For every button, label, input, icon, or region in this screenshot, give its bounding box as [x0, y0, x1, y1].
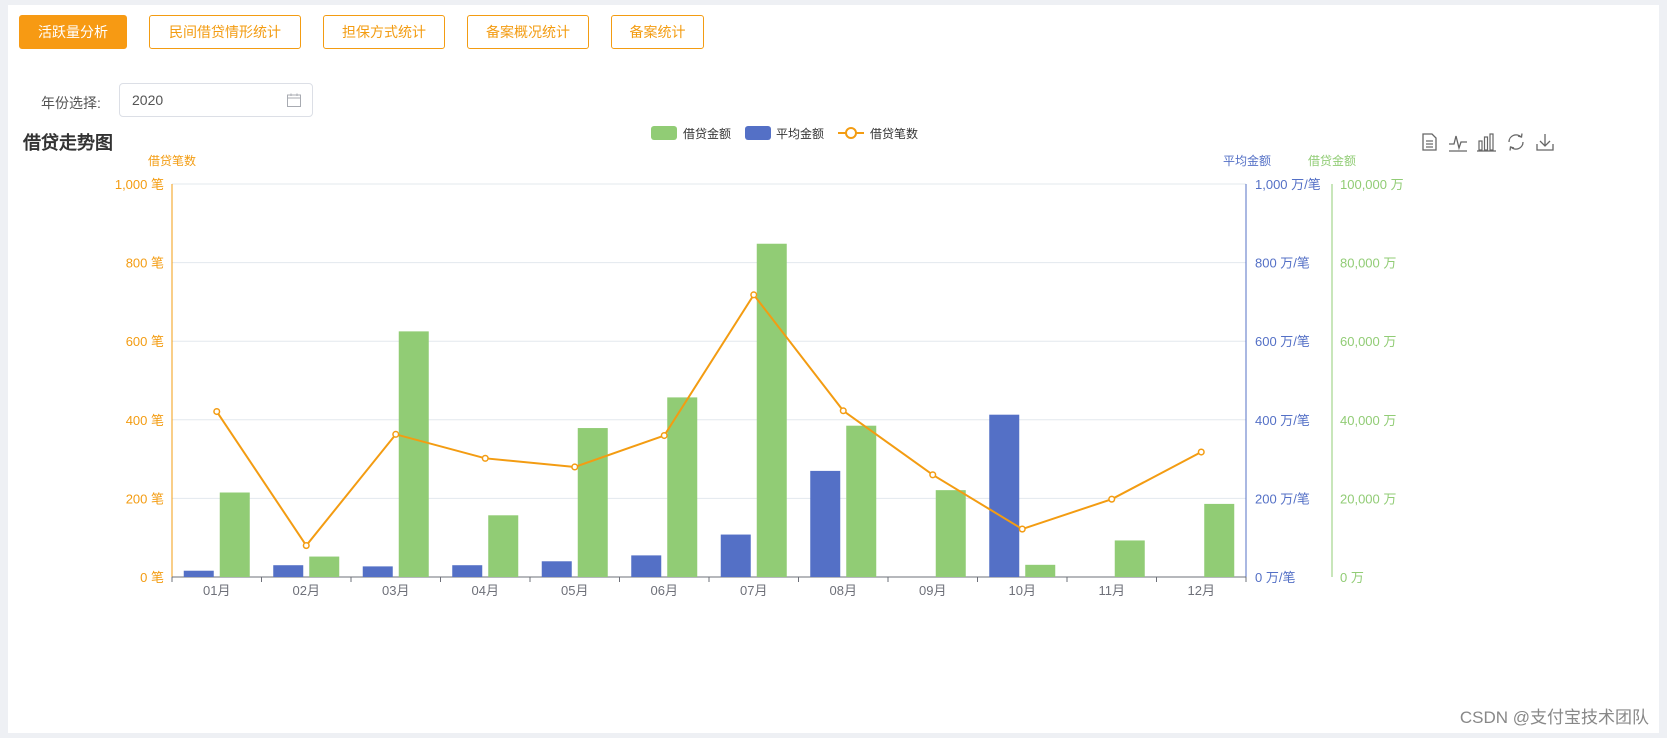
year-value: 2020 — [132, 92, 164, 108]
loan-amount-bar — [756, 243, 787, 577]
legend-avg-label: 平均金额 — [776, 126, 824, 141]
tab-filing-overview[interactable]: 备案概况统计 — [467, 15, 589, 49]
data-view-icon[interactable] — [1418, 131, 1440, 153]
loan-count-point — [660, 431, 668, 440]
amount-tick-label: 100,000 万 — [1340, 177, 1404, 192]
x-tick-label: 10月 — [1009, 583, 1036, 598]
loan-count-point — [1018, 525, 1026, 533]
legend-amount-swatch — [651, 126, 677, 140]
loan-count-line — [215, 293, 1202, 548]
x-tick-label: 08月 — [830, 583, 857, 598]
loan-amount-bar — [309, 556, 340, 577]
x-tick-label: 02月 — [293, 583, 320, 598]
download-icon[interactable] — [1534, 131, 1556, 153]
amount-axis-name: 借贷金额 — [1308, 153, 1356, 168]
loan-count-point — [571, 463, 579, 471]
content-panel: 活跃量分析 民间借贷情形统计 担保方式统计 备案概况统计 备案统计 年份选择: … — [8, 5, 1659, 733]
year-filter-label: 年份选择: — [41, 95, 101, 111]
legend-count-marker — [845, 127, 857, 139]
loan-amount-bar — [219, 492, 250, 577]
avg-tick-label: 1,000 万/笔 — [1255, 177, 1321, 192]
avg-amount-bar — [183, 570, 214, 577]
x-tick-label: 04月 — [472, 583, 499, 598]
avg-amount-bar — [541, 561, 572, 577]
avg-axis-name: 平均金额 — [1223, 153, 1271, 168]
restore-icon[interactable] — [1505, 131, 1527, 153]
amount-tick-label: 60,000 万 — [1340, 334, 1396, 349]
count-axis-name: 借贷笔数 — [148, 153, 196, 168]
count-tick-label: 1,000 笔 — [115, 177, 164, 192]
loan-amount-bar — [1025, 564, 1056, 577]
avg-amount-bar — [810, 470, 841, 577]
loan-amount-bar — [667, 397, 698, 577]
tab-private-lending[interactable]: 民间借贷情形统计 — [149, 15, 301, 49]
avg-amount-bar — [273, 565, 304, 577]
loan-amount-bar — [488, 515, 519, 577]
chart-title: 借贷走势图 — [23, 133, 113, 153]
count-tick-label: 600 笔 — [126, 334, 164, 349]
loan-amount-bar — [577, 428, 608, 577]
amount-tick-label: 0 万 — [1340, 570, 1364, 585]
legend-count-label: 借贷笔数 — [870, 126, 918, 141]
loan-count-point — [750, 291, 758, 299]
avg-tick-label: 0 万/笔 — [1255, 570, 1295, 585]
loan-amount-bar — [846, 425, 877, 577]
amount-tick-label: 40,000 万 — [1340, 413, 1396, 428]
loan-count-point — [1108, 495, 1116, 503]
loan-amount-bar — [1204, 503, 1235, 577]
count-tick-label: 200 笔 — [126, 491, 164, 506]
avg-amount-bar — [452, 565, 483, 577]
x-tick-label: 05月 — [561, 583, 588, 598]
legend-avg-swatch — [745, 126, 771, 140]
loan-amount-bar — [935, 490, 966, 577]
count-tick-label: 800 笔 — [126, 256, 164, 271]
tab-guarantee-method[interactable]: 担保方式统计 — [323, 15, 445, 49]
avg-tick-label: 800 万/笔 — [1255, 256, 1310, 271]
avg-amount-bar — [362, 566, 393, 577]
legend-amount-label: 借贷金额 — [683, 126, 731, 141]
avg-amount-bar — [989, 414, 1020, 577]
tab-activity-analysis[interactable]: 活跃量分析 — [19, 15, 127, 49]
amount-tick-label: 80,000 万 — [1340, 256, 1396, 271]
avg-tick-label: 200 万/笔 — [1255, 491, 1310, 506]
loan-count-point — [392, 430, 400, 438]
chart-toolbox — [1418, 131, 1563, 153]
bar-switch-icon[interactable] — [1476, 131, 1498, 153]
tab-bar: 活跃量分析 民间借贷情形统计 担保方式统计 备案概况统计 备案统计 — [19, 15, 726, 49]
count-tick-label: 0 笔 — [140, 570, 164, 585]
x-tick-label: 07月 — [740, 583, 767, 598]
loan-count-point — [302, 542, 310, 550]
avg-tick-label: 600 万/笔 — [1255, 334, 1310, 349]
loan-count-point — [929, 471, 937, 479]
calendar-icon[interactable] — [287, 93, 301, 107]
count-tick-label: 400 笔 — [126, 413, 164, 428]
x-tick-label: 11月 — [1099, 583, 1126, 598]
loan-count-point — [839, 407, 847, 415]
loan-count-point — [1197, 448, 1205, 456]
tab-filing-stats[interactable]: 备案统计 — [611, 15, 704, 49]
loan-amount-bar — [1114, 540, 1145, 577]
watermark: CSDN @支付宝技术团队 — [1459, 708, 1649, 727]
loan-count-point — [213, 407, 221, 416]
avg-amount-bar — [720, 534, 751, 577]
x-tick-label: 03月 — [382, 583, 409, 598]
amount-tick-label: 20,000 万 — [1340, 491, 1396, 506]
avg-amount-bar — [631, 555, 662, 577]
loan-count-point — [481, 454, 489, 462]
line-switch-icon[interactable] — [1447, 131, 1469, 153]
year-picker[interactable]: 2020 — [119, 83, 313, 117]
x-tick-label: 06月 — [651, 583, 678, 598]
x-tick-label: 12月 — [1188, 583, 1215, 598]
x-tick-label: 01月 — [203, 583, 230, 598]
loan-amount-bar — [398, 331, 429, 577]
avg-tick-label: 400 万/笔 — [1255, 413, 1310, 428]
x-tick-label: 09月 — [919, 583, 946, 598]
